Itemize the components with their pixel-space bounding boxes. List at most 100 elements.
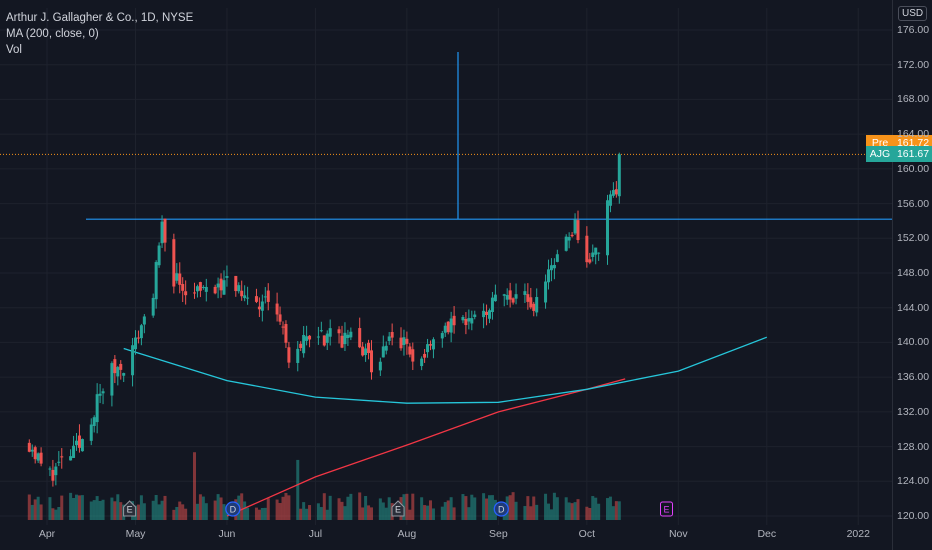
candle-body <box>116 367 120 377</box>
x-tick-label: Nov <box>668 528 688 540</box>
candle-body <box>429 344 432 346</box>
candle-body <box>33 447 37 460</box>
candle-body <box>216 283 220 288</box>
volume-bar <box>266 498 270 520</box>
currency-button[interactable]: USD <box>898 6 928 21</box>
volume-bar <box>89 501 93 520</box>
volume-bar <box>119 502 123 520</box>
candle-body <box>136 337 140 339</box>
candle-body <box>287 347 291 363</box>
candle-body <box>198 282 202 291</box>
volume-bar <box>175 506 179 520</box>
volume-bar <box>101 499 105 520</box>
volume-bar <box>154 494 158 520</box>
pre-market-label: Pre <box>871 136 889 149</box>
candle-body <box>160 221 164 244</box>
volume-bar <box>367 505 371 520</box>
volume-bar <box>296 459 300 520</box>
candle-body <box>142 316 146 325</box>
candle-body <box>181 284 185 291</box>
candle-body <box>101 391 105 394</box>
candle-body <box>349 331 353 338</box>
volume-bar <box>426 505 430 520</box>
candle-body <box>219 278 223 291</box>
candle-body <box>296 348 300 363</box>
volume-bar <box>322 493 326 520</box>
volume-bar <box>198 494 202 520</box>
volume-bar <box>213 500 217 520</box>
volume-bar <box>60 495 64 520</box>
candle-body <box>39 452 43 464</box>
candle-body <box>544 281 548 303</box>
volume-bar <box>594 497 598 520</box>
ma-indicator-label[interactable]: MA (200, close, 0) <box>6 28 99 40</box>
candle-body <box>263 296 267 298</box>
earnings-marker: E <box>123 500 137 517</box>
volume-bar <box>113 501 117 520</box>
volume-bar <box>364 496 368 520</box>
volume-bar <box>80 495 84 520</box>
volume-bar <box>51 508 55 520</box>
candle-body <box>493 294 497 302</box>
volume-bar <box>370 507 373 520</box>
candle-body <box>98 393 102 396</box>
volume-bar <box>440 506 444 520</box>
candle-body <box>449 318 453 333</box>
volume-indicator-label[interactable]: Vol <box>6 44 22 56</box>
candle-body <box>547 269 550 283</box>
volume-bar <box>308 505 312 520</box>
volume-bar <box>452 507 456 520</box>
candle-body <box>549 265 553 271</box>
volume-bar <box>222 504 226 520</box>
candle-body <box>467 318 471 322</box>
candle-body <box>431 339 435 350</box>
volume-bar <box>260 507 264 520</box>
candle-body <box>526 294 530 302</box>
volume-bar <box>325 509 329 520</box>
volume-bar <box>576 499 580 520</box>
x-tick-label: 2022 <box>846 528 870 540</box>
candle-body <box>597 252 601 254</box>
volume-bar <box>549 509 553 520</box>
candle-body <box>234 275 238 292</box>
volume-bar <box>178 501 182 520</box>
candle-body <box>573 219 577 234</box>
volume-bar <box>470 494 474 520</box>
candle-body <box>266 290 270 302</box>
earnings-marker: E <box>660 501 673 517</box>
y-tick-label: 128.00 <box>897 440 930 453</box>
candle-body <box>488 310 491 319</box>
candle-body <box>446 321 450 333</box>
candle-body <box>514 294 518 299</box>
candle-body <box>237 285 241 292</box>
candle-body <box>384 345 388 351</box>
symbol-title[interactable]: Arthur J. Gallagher & Co., 1D, NYSE <box>6 12 194 24</box>
y-tick-label: 144.00 <box>897 301 930 314</box>
y-tick-label: 132.00 <box>897 405 930 418</box>
candle-body <box>588 259 592 263</box>
candle-body <box>75 440 78 446</box>
volume-bar <box>75 494 78 520</box>
volume-bar <box>464 496 468 520</box>
candle-body <box>343 332 347 345</box>
volume-bar <box>284 492 288 520</box>
candle-body <box>77 435 81 448</box>
volume-bar <box>340 501 344 520</box>
candle-body <box>80 439 84 452</box>
candle-body <box>473 314 477 318</box>
volume-bar <box>547 503 550 520</box>
candle-body <box>89 424 93 441</box>
volume-bar <box>490 495 494 520</box>
candle-body <box>308 335 312 340</box>
volume-bar <box>39 504 43 520</box>
candle-body <box>69 456 73 461</box>
volume-bar <box>69 492 73 520</box>
candle-body <box>284 324 288 343</box>
volume-bar <box>485 498 489 520</box>
y-tick-label: 148.00 <box>897 267 930 279</box>
candle-body <box>275 303 279 315</box>
y-tick-label: 164.00 <box>897 128 930 141</box>
volume-bar <box>461 494 465 520</box>
